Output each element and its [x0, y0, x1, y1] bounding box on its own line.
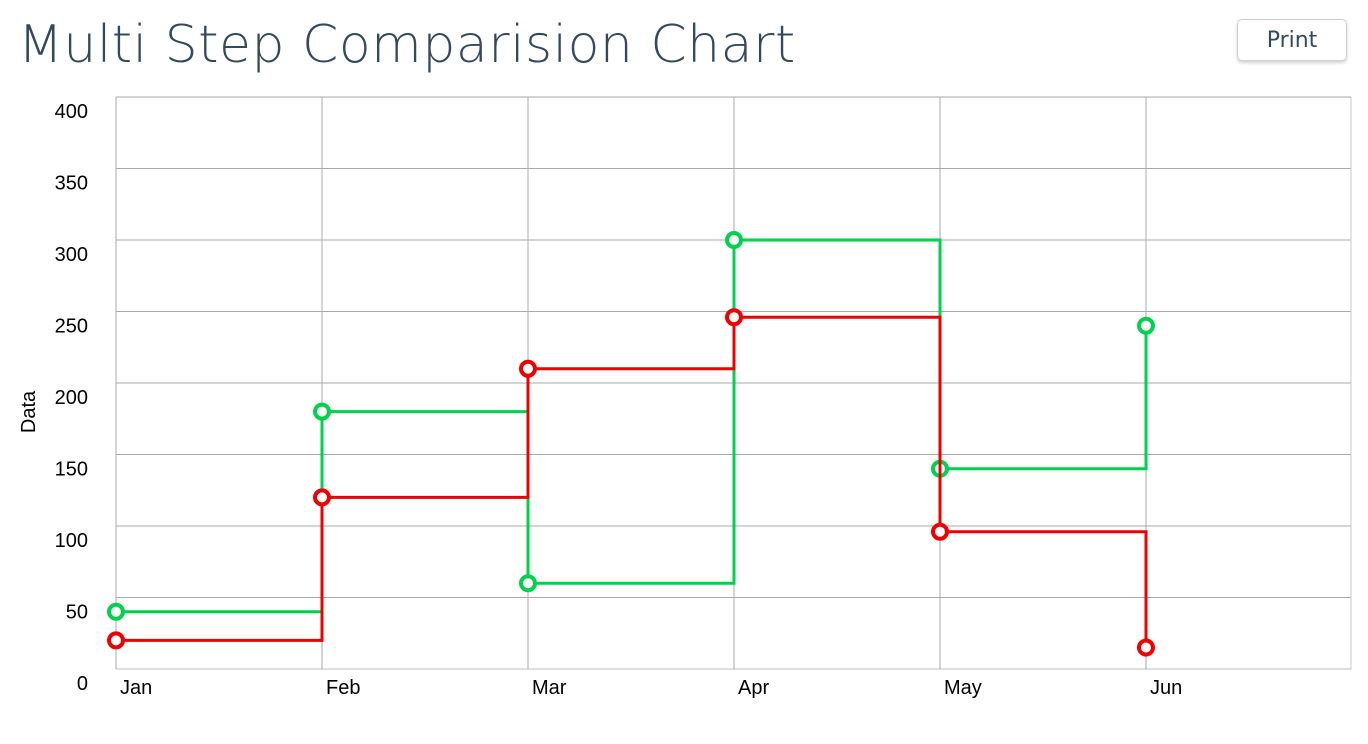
print-button[interactable]: Print — [1237, 19, 1347, 61]
x-axis-ticks: Jan Feb Mar Apr May Jun — [120, 677, 1182, 699]
series-step-line — [116, 315, 1148, 648]
y-tick-label: 350 — [55, 173, 88, 195]
data-point — [107, 602, 125, 621]
x-tick-label: Jan — [120, 677, 152, 699]
data-point — [519, 359, 537, 378]
y-tick-label: 0 — [77, 673, 88, 695]
y-tick-label: 250 — [55, 316, 88, 338]
data-point — [313, 488, 331, 507]
x-tick-label: Feb — [326, 677, 360, 699]
y-tick-label: 300 — [55, 244, 88, 266]
data-point — [519, 574, 537, 593]
y-tick-label: 200 — [55, 387, 88, 409]
data-point — [1137, 316, 1155, 335]
series-layer — [107, 231, 1155, 657]
x-tick-label: May — [944, 677, 982, 699]
data-point — [1137, 638, 1155, 657]
x-tick-label: Mar — [532, 677, 567, 699]
y-tick-label: 400 — [55, 101, 88, 123]
data-point — [725, 308, 743, 327]
data-point — [313, 402, 331, 421]
page-title: Multi Step Comparision Chart — [18, 15, 796, 75]
data-point — [725, 231, 743, 249]
data-point — [931, 522, 949, 541]
y-tick-label: 50 — [66, 602, 88, 624]
x-tick-label: Apr — [738, 677, 769, 699]
y-axis-label: Data — [18, 390, 40, 433]
y-tick-label: 150 — [55, 459, 88, 481]
series-2 — [107, 308, 1155, 657]
series-step-line — [116, 238, 1148, 614]
series-1 — [107, 231, 1155, 621]
y-tick-label: 100 — [55, 530, 88, 552]
x-tick-label: Jun — [1150, 677, 1182, 699]
data-point — [107, 631, 125, 650]
y-axis-ticks: 0 50 100 150 200 250 300 350 400 — [55, 101, 88, 695]
